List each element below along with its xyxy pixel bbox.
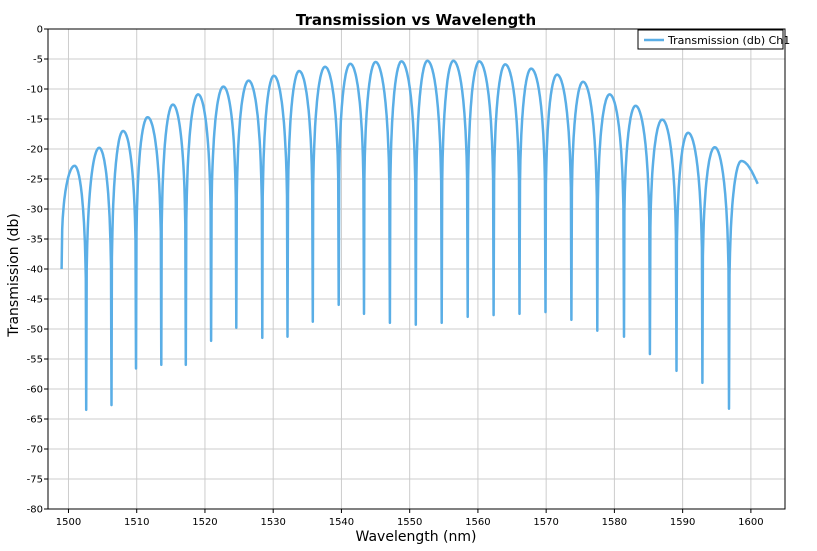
y-tick-label: -65 <box>27 415 43 426</box>
y-tick-label: -25 <box>27 175 43 186</box>
y-axis-title: Transmission (db) <box>6 213 22 338</box>
chart-title: Transmission vs Wavelength <box>296 11 536 29</box>
series-line-transmission <box>60 59 759 412</box>
y-tick-label: -55 <box>27 355 43 366</box>
x-tick-label: 1580 <box>602 517 627 528</box>
legend-label: Transmission (db) Ch1 <box>667 34 790 47</box>
y-tick-label: -50 <box>27 325 43 336</box>
x-axis-ticks: 1500 1510 1520 1530 1540 1550 1560 1570 1580 1590… <box>56 509 764 528</box>
y-tick-label: -45 <box>27 295 43 306</box>
legend: Transmission (db) Ch1 <box>637 29 790 50</box>
x-tick-label: 1600 <box>738 517 763 528</box>
x-tick-label: 1500 <box>56 517 81 528</box>
x-tick-label: 1540 <box>329 517 354 528</box>
legend-box <box>637 29 784 50</box>
x-tick-label: 1570 <box>533 517 558 528</box>
y-tick-label: -15 <box>27 115 43 126</box>
y-tick-label: -35 <box>27 235 43 246</box>
x-tick-label: 1520 <box>192 517 217 528</box>
y-tick-label: -5 <box>33 55 43 66</box>
y-axis-ticks: 0 -5 -10 -15 -20 -25 -30 -35 -40 -45 -50 -55 -60 -65 -… <box>27 25 48 516</box>
y-tick-label: -40 <box>27 265 43 276</box>
x-axis-title: Wavelength (nm) <box>356 529 477 545</box>
x-tick-label: 1560 <box>465 517 490 528</box>
y-tick-label: -70 <box>27 445 43 456</box>
x-tick-label: 1530 <box>260 517 285 528</box>
y-tick-label: -75 <box>27 475 43 486</box>
x-tick-label: 1510 <box>124 517 149 528</box>
y-tick-label: -20 <box>27 145 43 156</box>
y-tick-label: 0 <box>37 25 43 36</box>
x-tick-label: 1590 <box>670 517 695 528</box>
y-tick-label: -60 <box>27 385 43 396</box>
y-tick-label: -80 <box>27 505 43 516</box>
y-tick-label: -10 <box>27 85 43 96</box>
y-tick-label: -30 <box>27 205 43 216</box>
x-tick-label: 1550 <box>397 517 422 528</box>
